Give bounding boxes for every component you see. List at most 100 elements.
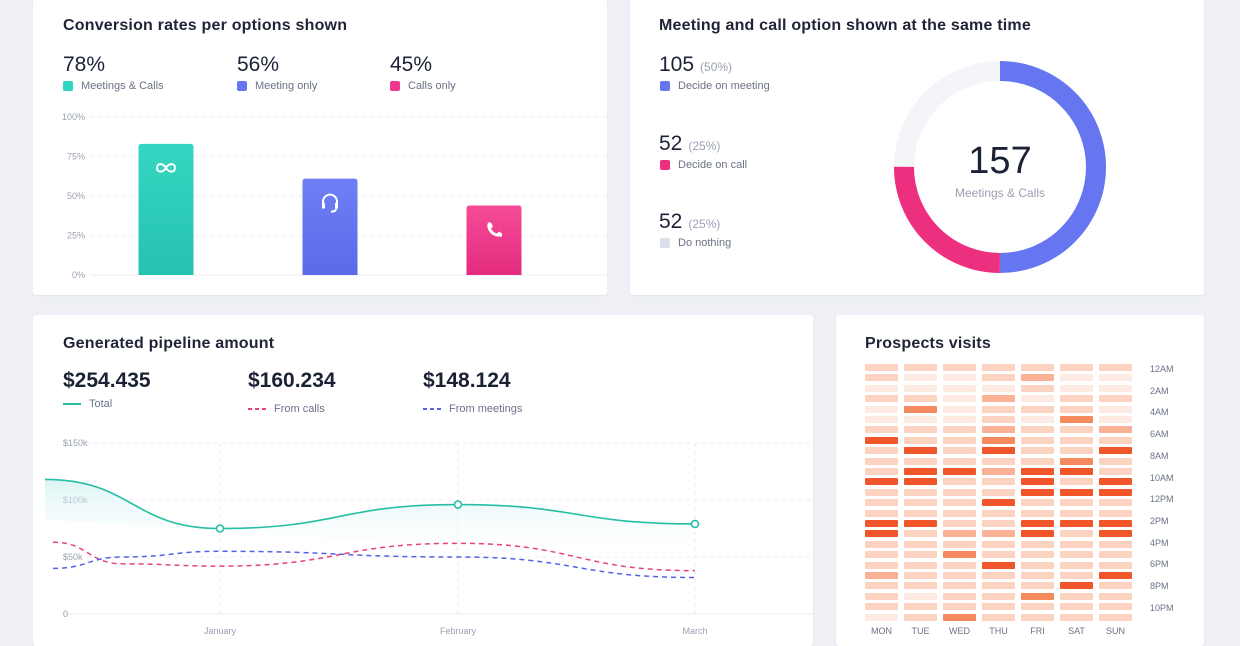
heatmap-cell[interactable] xyxy=(1099,488,1132,496)
heatmap-cell[interactable] xyxy=(1021,509,1054,517)
heatmap-cell[interactable] xyxy=(1021,384,1054,392)
heatmap-cell[interactable] xyxy=(904,530,937,538)
heatmap-cell[interactable] xyxy=(1099,384,1132,392)
heatmap-cell[interactable] xyxy=(1021,520,1054,527)
heatmap-cell[interactable] xyxy=(865,426,898,434)
heatmap-cell[interactable] xyxy=(943,468,976,475)
total-point[interactable] xyxy=(453,500,463,509)
heatmap-cell[interactable] xyxy=(1099,540,1132,548)
heatmap-cell[interactable] xyxy=(1021,468,1054,475)
heatmap-cell[interactable] xyxy=(1099,447,1132,455)
heatmap-cell[interactable] xyxy=(982,436,1015,444)
heatmap-cell[interactable] xyxy=(1099,509,1132,517)
heatmap-cell[interactable] xyxy=(865,520,898,527)
heatmap-cell[interactable] xyxy=(904,384,937,392)
heatmap-cell[interactable] xyxy=(982,426,1015,434)
heatmap-cell[interactable] xyxy=(1099,364,1132,371)
heatmap-cell[interactable] xyxy=(904,426,937,434)
heatmap-cell[interactable] xyxy=(1060,499,1093,507)
heatmap-cell[interactable] xyxy=(982,530,1015,538)
heatmap-cell[interactable] xyxy=(943,499,976,507)
heatmap-cell[interactable] xyxy=(1021,530,1054,538)
heatmap-cell[interactable] xyxy=(865,540,898,548)
heatmap-cell[interactable] xyxy=(865,572,898,579)
heatmap-cell[interactable] xyxy=(1060,384,1093,392)
heatmap-cell[interactable] xyxy=(865,416,898,423)
heatmap-cell[interactable] xyxy=(1099,592,1132,600)
heatmap-cell[interactable] xyxy=(943,478,976,486)
heatmap-cell[interactable] xyxy=(1060,592,1093,600)
heatmap-cell[interactable] xyxy=(865,447,898,455)
heatmap-cell[interactable] xyxy=(982,395,1015,403)
heatmap-cell[interactable] xyxy=(904,540,937,548)
heatmap-cell[interactable] xyxy=(1021,499,1054,507)
heatmap-cell[interactable] xyxy=(1021,488,1054,496)
heatmap-cell[interactable] xyxy=(865,478,898,486)
heatmap-cell[interactable] xyxy=(1099,499,1132,507)
heatmap-cell[interactable] xyxy=(1021,395,1054,403)
heatmap-cell[interactable] xyxy=(904,488,937,496)
heatmap-cell[interactable] xyxy=(943,572,976,579)
heatmap-cell[interactable] xyxy=(1099,603,1132,611)
heatmap-cell[interactable] xyxy=(982,603,1015,611)
heatmap-cell[interactable] xyxy=(943,426,976,434)
heatmap-cell[interactable] xyxy=(1060,364,1093,371)
heatmap-cell[interactable] xyxy=(982,551,1015,559)
heatmap-cell[interactable] xyxy=(865,488,898,496)
heatmap-cell[interactable] xyxy=(982,540,1015,548)
heatmap-cell[interactable] xyxy=(904,374,937,382)
heatmap-cell[interactable] xyxy=(904,447,937,455)
heatmap-cell[interactable] xyxy=(943,384,976,392)
heatmap-cell[interactable] xyxy=(904,468,937,475)
heatmap-cell[interactable] xyxy=(904,613,937,621)
bar[interactable] xyxy=(302,178,358,275)
heatmap-cell[interactable] xyxy=(982,572,1015,579)
heatmap-cell[interactable] xyxy=(904,551,937,559)
heatmap-cell[interactable] xyxy=(943,457,976,465)
heatmap-cell[interactable] xyxy=(943,592,976,600)
heatmap-cell[interactable] xyxy=(982,613,1015,621)
heatmap-cell[interactable] xyxy=(943,603,976,611)
heatmap-cell[interactable] xyxy=(1060,436,1093,444)
heatmap-cell[interactable] xyxy=(1060,457,1093,465)
heatmap-cell[interactable] xyxy=(943,613,976,621)
heatmap-cell[interactable] xyxy=(904,499,937,507)
heatmap-cell[interactable] xyxy=(1099,582,1132,590)
heatmap-cell[interactable] xyxy=(943,374,976,382)
heatmap-cell[interactable] xyxy=(943,520,976,527)
heatmap-cell[interactable] xyxy=(1021,551,1054,559)
heatmap-cell[interactable] xyxy=(1099,395,1132,403)
calls-line[interactable] xyxy=(52,541,696,572)
heatmap-cell[interactable] xyxy=(1021,436,1054,444)
heatmap-cell[interactable] xyxy=(1060,561,1093,569)
heatmap-cell[interactable] xyxy=(904,582,937,590)
heatmap-cell[interactable] xyxy=(865,613,898,621)
heatmap-cell[interactable] xyxy=(904,603,937,611)
heatmap-cell[interactable] xyxy=(1060,416,1093,423)
heatmap-cell[interactable] xyxy=(865,603,898,611)
heatmap-cell[interactable] xyxy=(1099,478,1132,486)
heatmap-cell[interactable] xyxy=(1060,613,1093,621)
donut-segment-call[interactable] xyxy=(894,61,1106,273)
heatmap-cell[interactable] xyxy=(904,592,937,600)
heatmap-cell[interactable] xyxy=(904,395,937,403)
heatmap-cell[interactable] xyxy=(904,416,937,423)
heatmap-cell[interactable] xyxy=(1021,613,1054,621)
heatmap-cell[interactable] xyxy=(1099,572,1132,579)
heatmap-cell[interactable] xyxy=(943,551,976,559)
total-line[interactable] xyxy=(44,478,696,530)
heatmap-cell[interactable] xyxy=(904,457,937,465)
heatmap-cell[interactable] xyxy=(865,395,898,403)
heatmap-cell[interactable] xyxy=(865,551,898,559)
heatmap-cell[interactable] xyxy=(1060,488,1093,496)
heatmap-cell[interactable] xyxy=(943,436,976,444)
total-point[interactable] xyxy=(215,524,225,533)
heatmap-cell[interactable] xyxy=(865,468,898,475)
heatmap-cell[interactable] xyxy=(943,540,976,548)
heatmap-cell[interactable] xyxy=(865,436,898,444)
heatmap-cell[interactable] xyxy=(1021,540,1054,548)
heatmap-cell[interactable] xyxy=(904,509,937,517)
heatmap-cell[interactable] xyxy=(1060,572,1093,579)
heatmap-cell[interactable] xyxy=(982,364,1015,371)
heatmap-cell[interactable] xyxy=(1099,520,1132,527)
